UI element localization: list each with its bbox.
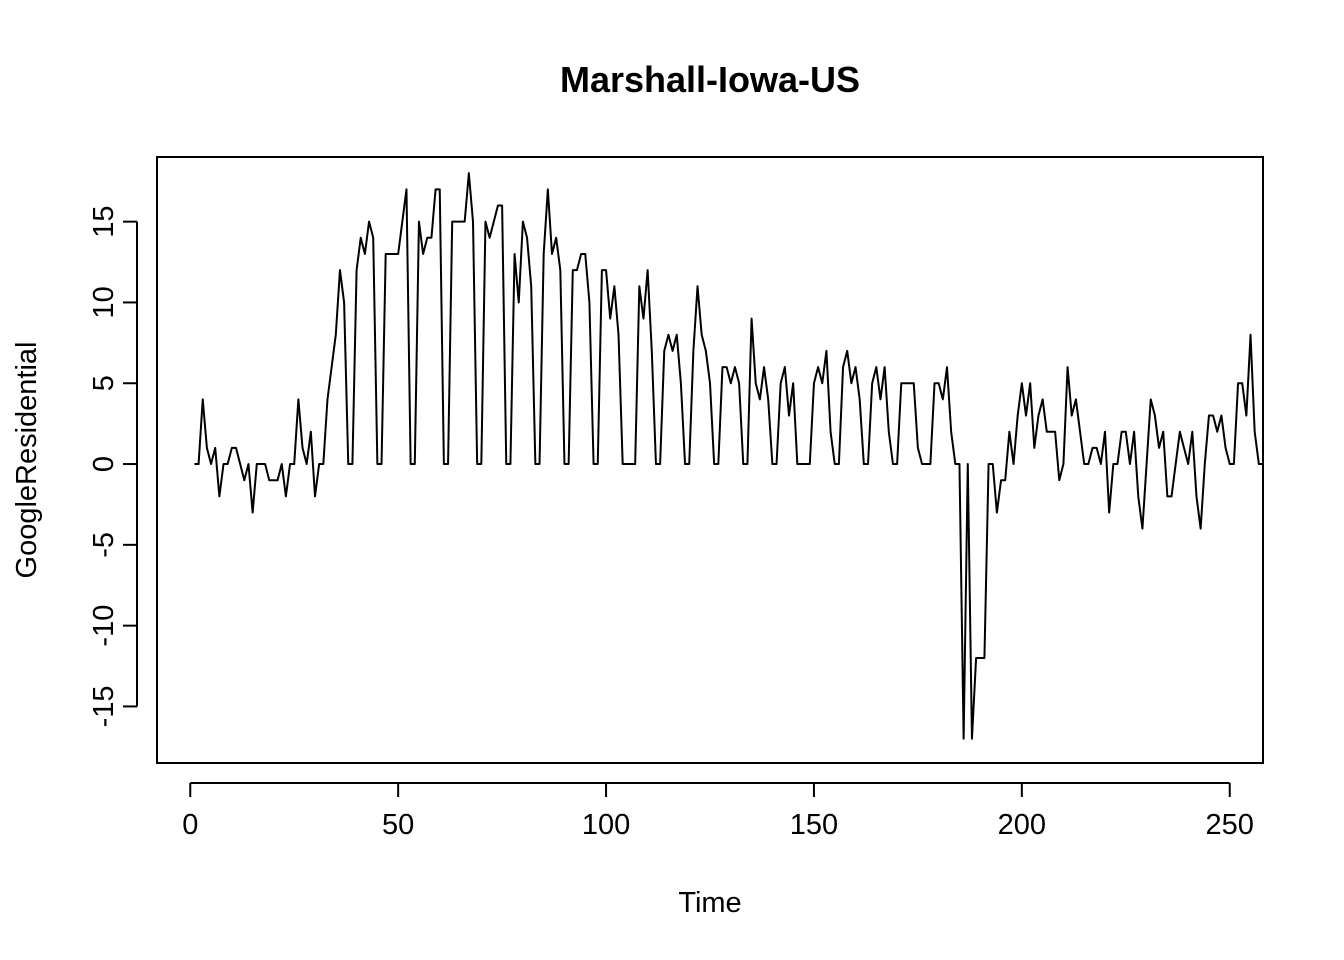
x-axis: 0 50 100 150 200 250 [182,782,1254,841]
plot-frame [156,156,1264,764]
y-axis-label: GoogleResidential [11,342,43,579]
y-tick-label: -5 [88,532,120,558]
x-tick-label: 250 [1206,809,1254,841]
y-tick-label: -10 [88,605,120,647]
chart-title: Marshall-Iowa-US [560,59,860,100]
y-tick-label: 10 [88,286,120,318]
x-tick-label: 200 [998,809,1046,841]
x-tick-label: 150 [790,809,838,841]
x-tick-label: 0 [182,809,198,841]
y-tick-label: 5 [88,375,120,391]
y-tick-label: -15 [88,685,120,727]
series-line [194,172,1263,740]
y-tick-label: 15 [88,206,120,238]
x-axis-label: Time [678,887,741,919]
y-tick-label: 0 [88,456,120,472]
x-tick-label: 100 [582,809,630,841]
y-axis: -15 -10 -5 0 5 10 15 [88,206,138,727]
x-tick-label: 50 [382,809,414,841]
